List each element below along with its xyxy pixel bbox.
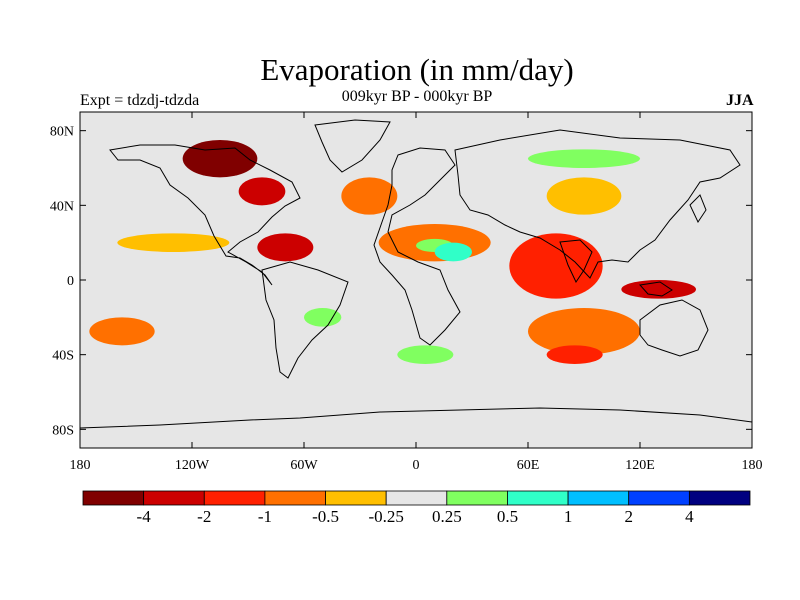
colorbar-label: 0.25 [432,507,462,526]
lon-tick-label: 120E [625,458,655,473]
chart-title: Evaporation (in mm/day) [260,52,574,87]
coastlines [80,119,752,448]
anomaly-siberia [528,149,640,169]
lon-tick-label: 120W [175,458,210,473]
map-background [80,112,752,448]
lon-tick-label: 180 [70,458,91,473]
colorbar-swatch [688,490,751,506]
colorbar-swatch [567,490,630,506]
subtitle: 009kyr BP - 000kyr BP [341,88,493,105]
colorbar-swatch [82,490,145,506]
lon-tick-label: 0 [413,458,420,473]
anomaly-southern-ocean-indian [546,345,603,364]
colorbar-swatch [507,490,569,506]
anomaly-south-atlantic [304,308,342,327]
season-label: JJA [726,92,754,109]
colorbar-label: -1 [258,507,272,526]
colorbar-swatch [628,490,690,506]
colorbar-label: 2 [624,507,633,526]
colorbar-label: -0.25 [368,507,403,526]
anomaly-south-pacific [89,317,155,346]
colorbar-swatch [203,490,266,506]
colorbar-swatch [446,490,508,506]
anomaly-central-asia [546,177,622,215]
colorbar-label: -4 [137,507,152,526]
anomaly-arabian-sea [509,233,603,299]
lon-tick-label: 60W [290,458,318,473]
experiment-label: Expt = tdzdj-tdzda [80,92,200,109]
anomaly-layer [89,140,697,364]
anomaly-southern-atlantic-east [397,345,454,364]
colorbar-label: -2 [197,507,211,526]
colorbar-label: 1 [564,507,573,526]
colorbar-swatch [385,490,448,506]
colorbar-swatch [325,490,387,506]
anomaly-north-america-east [238,177,286,206]
colorbar-swatch [143,490,205,506]
lat-tick-label: 80S [52,423,74,438]
anomaly-north-atlantic [341,177,398,215]
lon-tick-label: 60E [517,458,540,473]
anomaly-tropical-pacific-north [117,233,230,253]
anomaly-north-america-interior [182,140,258,178]
anomaly-south-indian-ocean [528,308,640,355]
lon-tick-label: 180 [742,458,763,473]
anomaly-east-africa [434,242,473,262]
colorbar-label: 4 [685,507,694,526]
lat-tick-label: 40N [50,199,74,214]
anomaly-caribbean [257,233,314,262]
lat-tick-label: 0 [67,274,74,289]
colorbar-swatch [264,490,326,506]
colorbar-label: -0.5 [312,507,339,526]
colorbar: -4 -2 -1 -0.5 -0.25 0.25 0.5 1 2 4 [82,490,751,526]
colorbar-label: 0.5 [497,507,518,526]
lat-tick-label: 80N [50,125,74,140]
axis-ticks: 80N 40N 0 40S 80S 180 120W 60W 0 60E 120E 180 [50,112,763,473]
lat-tick-label: 40S [52,349,74,364]
